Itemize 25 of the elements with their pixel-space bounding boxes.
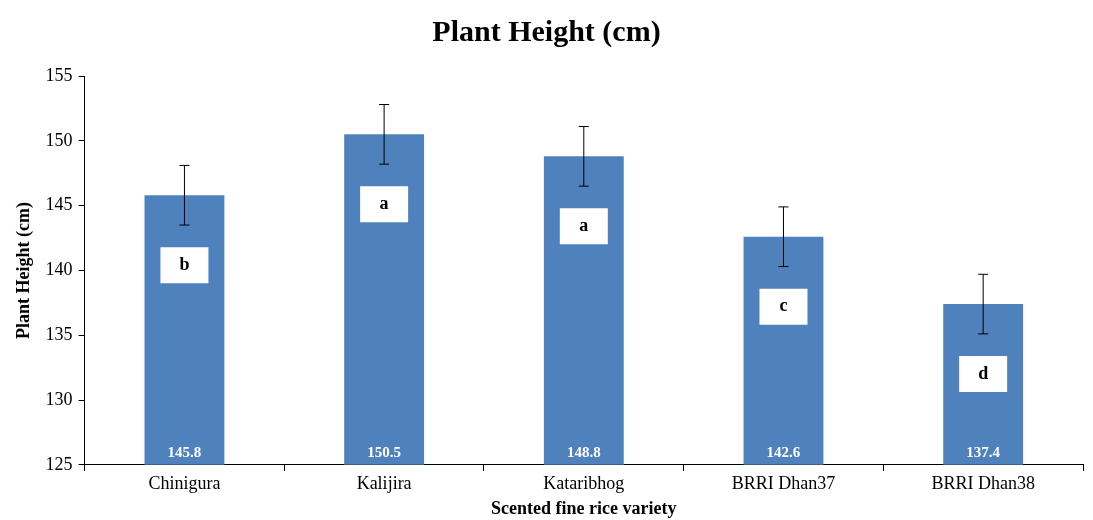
annotation: a bbox=[379, 192, 389, 213]
y-tick-label: 145 bbox=[45, 194, 73, 215]
x-tick-label: BRRI Dhan38 bbox=[931, 473, 1035, 494]
y-tick-label: 150 bbox=[45, 129, 73, 150]
annotation: c bbox=[779, 295, 788, 316]
data-label: 137.4 bbox=[966, 444, 1001, 461]
y-tick-label: 135 bbox=[45, 323, 73, 344]
annotation: b bbox=[179, 253, 190, 274]
y-tick-label: 125 bbox=[45, 453, 73, 474]
y-tick-label: 130 bbox=[45, 388, 73, 409]
x-tick-label: BRRI Dhan37 bbox=[731, 473, 836, 494]
data-label: 145.8 bbox=[167, 444, 202, 461]
data-label: 150.5 bbox=[367, 444, 401, 461]
y-tick-label: 155 bbox=[45, 64, 73, 85]
x-tick-label: Chinigura bbox=[148, 473, 221, 494]
data-label: 148.8 bbox=[566, 444, 601, 461]
y-axis-title: Plant Height (cm) bbox=[13, 201, 35, 339]
x-tick-label: Kataribhog bbox=[543, 473, 625, 494]
annotation: a bbox=[579, 215, 589, 236]
chart-title: Plant Height (cm) bbox=[432, 13, 661, 48]
annotation: d bbox=[978, 362, 989, 383]
y-tick-label: 140 bbox=[45, 259, 73, 280]
x-tick-label: Kalijira bbox=[356, 473, 412, 494]
data-label: 142.6 bbox=[766, 444, 801, 461]
x-axis-title: Scented fine rice variety bbox=[491, 497, 677, 518]
